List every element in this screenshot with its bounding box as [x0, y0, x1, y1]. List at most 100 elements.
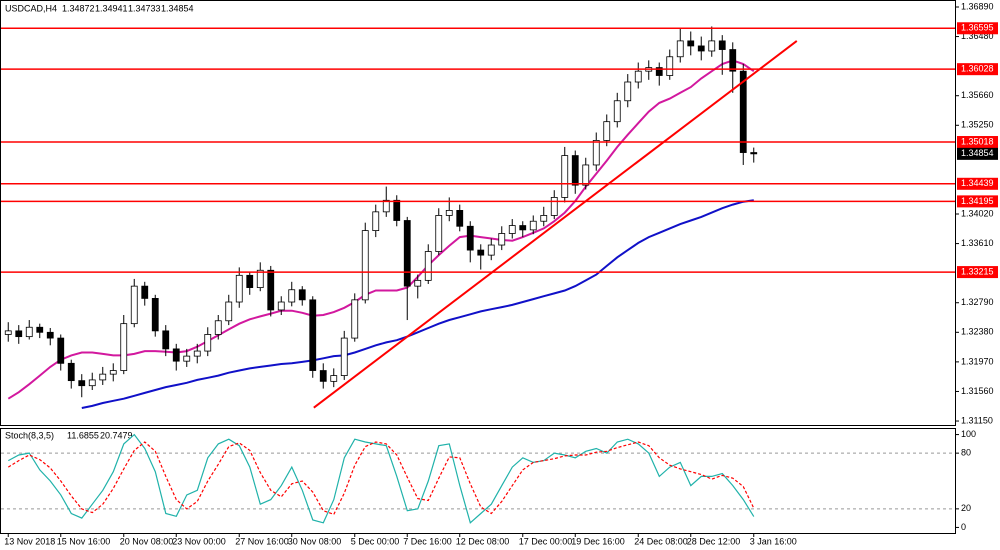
candle-body: [477, 249, 485, 256]
candle: [141, 281, 149, 306]
candle: [456, 204, 464, 232]
y-tick-label: 1.35250: [961, 120, 994, 130]
candle: [193, 343, 201, 364]
x-tick-label: 12 Dec 08:00: [456, 536, 510, 546]
candle: [298, 286, 306, 306]
candle-body: [540, 215, 548, 222]
candle-body: [25, 326, 33, 338]
candle: [99, 366, 107, 385]
candle-body: [319, 370, 327, 382]
candle-body: [676, 40, 684, 58]
candle: [172, 343, 180, 371]
candle-body: [36, 326, 44, 333]
x-tick-label: 7 Dec 16:00: [403, 536, 452, 546]
level-label-box: [957, 63, 998, 76]
candle-body: [424, 251, 432, 281]
candle-body: [99, 373, 107, 381]
candle-body: [204, 334, 212, 352]
x-tick-label: 13 Nov 2018: [4, 536, 55, 546]
candle-body: [582, 164, 590, 186]
stoch-y-tick-label: 0: [961, 522, 966, 532]
candle-body: [361, 230, 369, 301]
candle: [624, 74, 632, 108]
candle-body: [183, 355, 191, 362]
x-tick-label: 30 Nov 08:00: [288, 536, 342, 546]
candle: [634, 62, 642, 89]
candle: [183, 348, 191, 367]
candle-body: [67, 362, 75, 382]
candle: [15, 325, 23, 344]
candle-body: [687, 40, 695, 47]
candle-body: [519, 225, 527, 231]
x-tick-label: 24 Dec 08:00: [634, 536, 688, 546]
current-price-label: 1.34854: [961, 148, 994, 158]
candle-body: [403, 220, 411, 287]
candle-body: [708, 40, 716, 52]
candle-body: [214, 320, 222, 335]
candle: [466, 221, 474, 263]
candle-body: [235, 274, 243, 303]
y-tick-label: 1.34020: [961, 208, 994, 218]
candle: [592, 132, 600, 171]
stoch-y-tick-label: 100: [961, 429, 976, 439]
candle: [351, 293, 359, 342]
candle: [109, 363, 117, 382]
candle-body: [15, 330, 23, 338]
level-label: 1.34439: [961, 178, 994, 188]
candle: [120, 314, 128, 375]
candle-body: [277, 301, 285, 311]
candle-body: [288, 289, 296, 303]
open-value: 1.34872: [62, 3, 95, 13]
candle-body: [592, 140, 600, 166]
candle: [277, 296, 285, 315]
level-label-box: [957, 177, 998, 190]
candle-body: [435, 215, 443, 252]
candle: [498, 226, 506, 251]
candle-body: [372, 211, 380, 232]
candle: [151, 294, 159, 337]
candle: [309, 296, 317, 378]
candle: [88, 372, 96, 391]
y-tick-label: 1.33610: [961, 238, 994, 248]
candle-body: [151, 298, 159, 332]
y-tick-label: 1.31560: [961, 386, 994, 396]
y-tick-label: 1.31970: [961, 356, 994, 366]
x-tick-label: 17 Dec 00:00: [519, 536, 573, 546]
candle-body: [351, 299, 359, 339]
candle: [718, 35, 726, 75]
candle-body: [697, 45, 705, 52]
candle-body: [561, 155, 569, 198]
level-label-box: [957, 195, 998, 208]
candle-body: [666, 56, 674, 76]
low-value: 1.34733: [128, 3, 161, 13]
stoch-panel: [0, 428, 956, 534]
symbol: USDCAD,H4: [5, 3, 57, 13]
candle-body: [130, 285, 138, 325]
candle-body: [172, 348, 180, 362]
candle: [477, 244, 485, 270]
candle: [666, 49, 674, 80]
candle-body: [382, 199, 390, 213]
candle: [613, 92, 621, 128]
candle: [162, 325, 170, 357]
candle: [750, 147, 758, 163]
x-tick-label: 20 Nov 08:00: [120, 536, 174, 546]
candle-body: [57, 337, 65, 364]
level-label: 1.34195: [961, 196, 994, 206]
candle: [655, 62, 663, 86]
x-tick-label: 27 Nov 16:00: [235, 536, 289, 546]
candle: [204, 327, 212, 357]
candle: [246, 271, 254, 295]
candle-body: [739, 70, 747, 153]
stoch-signal-line: [7, 441, 755, 516]
candle-body: [613, 100, 621, 123]
candle-body: [634, 70, 642, 83]
level-label-box: [957, 136, 998, 149]
candle: [414, 274, 422, 299]
y-tick-label: 1.36890: [961, 1, 994, 11]
candle: [708, 26, 716, 57]
candle: [561, 146, 569, 203]
candle-body: [193, 350, 201, 357]
x-tick-label: 28 Dec 12:00: [687, 536, 741, 546]
